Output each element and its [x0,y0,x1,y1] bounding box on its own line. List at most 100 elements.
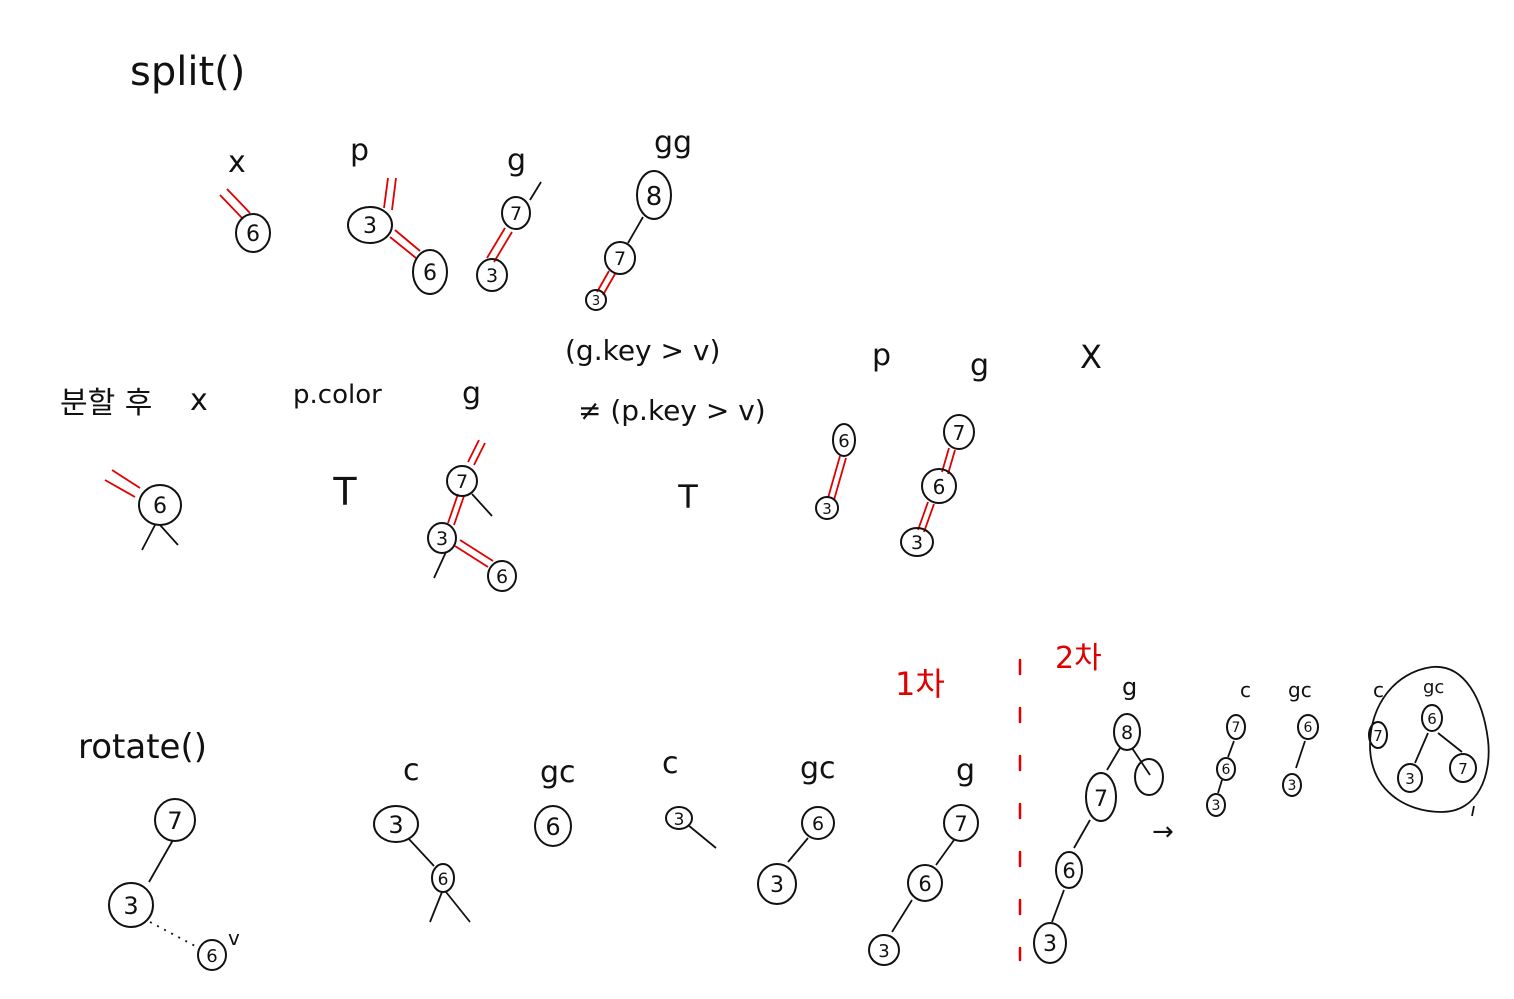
tree-node: 7 [446,465,478,497]
red-link [917,501,929,531]
red-link [467,439,480,463]
svg-text:6: 6 [1304,720,1313,736]
svg-text:3: 3 [486,265,498,287]
split-heading: split() [130,49,245,95]
svg-text:6: 6 [246,222,260,247]
red-link [394,229,421,252]
label-X: X [1080,338,1102,376]
tree-edge [445,891,471,923]
tree-node: 6 [412,249,448,295]
red-link [833,457,847,501]
svg-text:8: 8 [1121,722,1133,744]
tree-node: 6 [235,213,271,253]
label-v: v [228,926,240,950]
label-c: c [1240,678,1251,702]
tree-edge [1295,740,1306,769]
label-g: g [462,376,481,411]
tree-node: 7 [943,414,975,450]
red-link [493,231,513,263]
svg-text:7: 7 [1232,720,1241,736]
tree-edge [148,839,174,883]
svg-text:3: 3 [1288,778,1297,794]
tree-node: 6 [1055,851,1083,889]
tree-edge [1471,805,1475,817]
svg-text:7: 7 [510,203,522,225]
tree-node: 8 [1113,713,1141,751]
tree-node: 6 [1421,704,1443,732]
svg-text:7: 7 [614,248,626,270]
tree-edge [433,551,447,579]
tree-edge [787,837,809,863]
tree-edge [687,824,717,849]
svg-text:6: 6 [838,431,849,452]
tree-node: 6 [1216,757,1236,781]
tree-node: 3 [1397,763,1423,793]
attempt-1-label: 1차 [895,665,945,703]
red-link [602,273,616,296]
svg-text:7: 7 [953,421,966,445]
tree-node: 3 [347,206,393,244]
label-c: c [403,753,420,788]
red-link [389,236,417,259]
tree-node: 6 [487,560,517,592]
tree-edge [529,181,542,201]
tree-edge [935,839,955,866]
tree-node: 3 [1282,773,1302,797]
tree-edge [1051,889,1065,923]
svg-text:3: 3 [388,811,403,839]
tree-node: 7 [943,804,979,842]
tree-node: 6 [534,805,572,847]
svg-text:3: 3 [1043,932,1057,957]
red-link [383,177,389,209]
label-gc: gc [1423,677,1444,698]
svg-text:6: 6 [545,813,560,841]
tree-node: 3 [373,805,419,843]
tree-node: 6 [832,423,856,457]
tree-node: 7 [154,798,196,842]
tree-node: 3 [868,934,900,966]
red-link [454,545,489,568]
tree-node: 3 [108,882,154,928]
label-p: p [872,338,891,373]
tree-node: 6 [921,468,957,504]
rotate-heading: rotate() [78,727,207,767]
svg-text:7: 7 [1458,760,1468,778]
svg-text:3: 3 [1212,798,1221,814]
svg-text:3: 3 [592,294,600,309]
tree-edge [1073,819,1091,849]
svg-text:6: 6 [1062,859,1075,883]
tree-node: 3 [900,527,934,557]
svg-text:7: 7 [1094,787,1108,812]
red-link [941,447,950,473]
svg-text:6: 6 [206,946,217,967]
svg-text:7: 7 [456,471,468,493]
label-gc: gc [800,751,836,786]
svg-text:3: 3 [363,214,377,239]
tree-node: 7 [1085,772,1117,822]
red-link [947,449,956,475]
tree-edge [891,899,913,933]
tree-node: 6 [1297,714,1319,740]
label-x: x [228,145,246,180]
tree-edge [1414,732,1429,764]
red-link [459,539,494,562]
svg-text:3: 3 [911,532,923,554]
label-g: g [970,348,989,383]
svg-text:3: 3 [436,528,448,550]
tree-node [1134,758,1164,796]
tree-node: 3 [585,289,607,311]
label-c: c [662,746,679,781]
tree-node: 7 [1449,753,1477,783]
tree-edge [159,524,179,546]
tree-node: 7 [1368,721,1388,749]
svg-text:3: 3 [674,810,685,830]
red-link [391,177,397,211]
tree-edge [471,493,493,517]
tree-edge [1217,779,1223,794]
svg-text:3: 3 [1405,770,1415,788]
true-value: T [332,470,357,514]
svg-text:8: 8 [646,182,663,212]
after-split-heading: 분할 후 [60,386,152,421]
attempt-2-label: 2차 [1055,641,1102,676]
red-link [827,455,841,499]
